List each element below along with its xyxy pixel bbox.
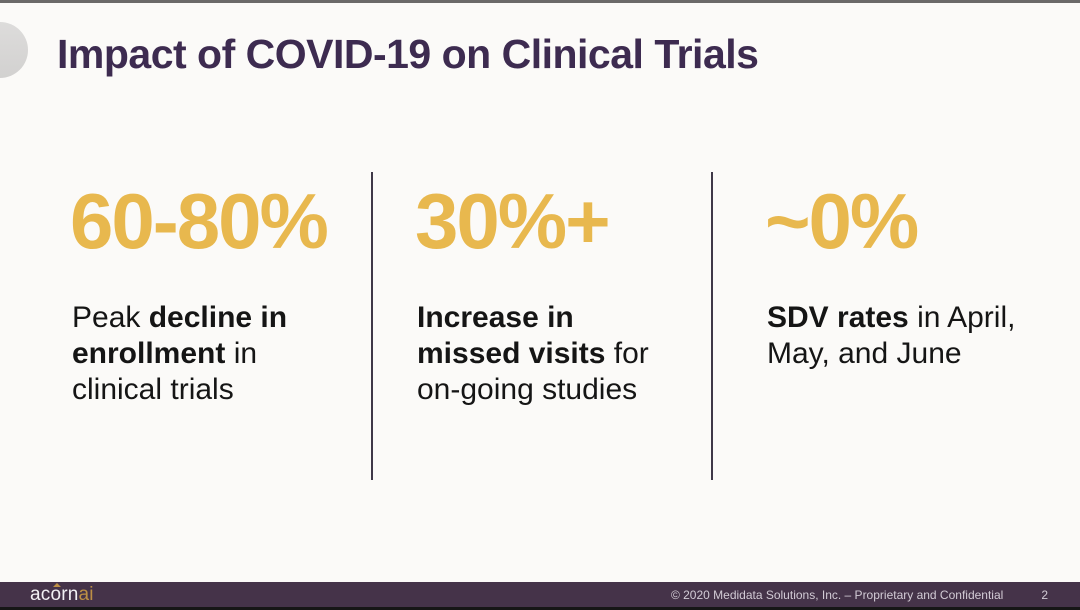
stat-card: ~0% SDV rates in April, May, and June — [765, 177, 1055, 370]
stat-value: 60-80% — [70, 177, 329, 265]
stat-value: 30%+ — [415, 177, 611, 265]
page-number: 2 — [1041, 587, 1048, 602]
column-divider — [711, 172, 713, 480]
acorn-ai-logo: acornai — [30, 582, 94, 607]
acorn-leaf-icon — [53, 583, 61, 587]
column-divider — [371, 172, 373, 480]
stat-value: ~0% — [765, 177, 919, 265]
stat-card: 30%+ Increase in missed visits for on-goin… — [415, 177, 695, 406]
stat-card: 60-80% Peak decline in enrollment in clini… — [70, 177, 350, 406]
footer-bar: acornai © 2020 Medidata Solutions, Inc. … — [0, 582, 1080, 607]
copyright-text: © 2020 Medidata Solutions, Inc. – Propri… — [670, 587, 1004, 602]
top-chrome-bar — [0, 0, 1080, 3]
logo-name: acorn — [30, 584, 79, 605]
side-panel-handle[interactable] — [0, 22, 28, 78]
footer-right: © 2020 Medidata Solutions, Inc. – Propri… — [671, 588, 1080, 602]
stat-description: Peak decline in enrollment in clinical tri… — [72, 301, 288, 406]
stat-description: SDV rates in April, May, and June — [767, 301, 1016, 370]
bottom-chrome-bar — [0, 607, 1080, 610]
page-title: Impact of COVID-19 on Clinical Trials — [57, 31, 759, 77]
logo-suffix: ai — [78, 584, 94, 605]
stat-description: Increase in missed visits for on-going stu… — [417, 301, 649, 406]
